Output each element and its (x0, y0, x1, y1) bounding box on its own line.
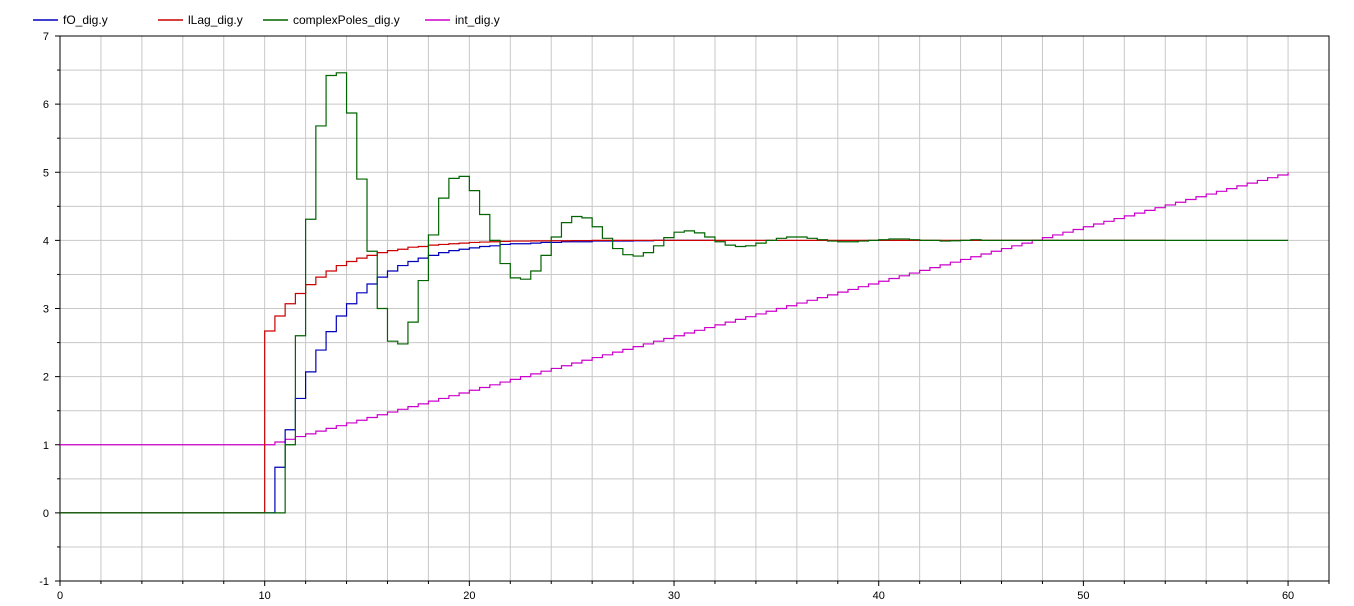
x-tick-label: 0 (57, 590, 63, 602)
axes: 0 10 20 30 40 50 60 -1 0 1 2 3 4 5 6 7 (39, 31, 1330, 602)
series-line-llag-dig-y (60, 239, 1166, 514)
series-line-complexpoles-dig-y (60, 72, 1289, 514)
y-tick-label: 3 (43, 304, 49, 316)
y-tick-label: 6 (43, 99, 49, 111)
x-tick-label: 30 (668, 590, 680, 602)
series-layer (60, 72, 1289, 514)
y-tick-label: 1 (43, 440, 49, 452)
x-tick-label: 10 (259, 590, 271, 602)
legend-label: complexPoles_dig.y (293, 13, 400, 27)
legend-label: fO_dig.y (63, 13, 108, 27)
y-tick-label: 7 (43, 31, 49, 43)
y-tick-label: 0 (43, 508, 49, 520)
legend-label: lLag_dig.y (188, 13, 243, 27)
y-tick-label: 5 (43, 167, 49, 179)
x-tick-label: 60 (1282, 590, 1294, 602)
y-tick-label: 2 (43, 372, 49, 384)
legend: fO_dig.y lLag_dig.y complexPoles_dig.y int_… (33, 13, 500, 27)
x-tick-label: 40 (873, 590, 885, 602)
grid (59, 35, 1330, 582)
x-tick-label: 50 (1077, 590, 1089, 602)
y-tick-label: -1 (39, 576, 49, 588)
series-line-fo-dig-y (60, 239, 715, 514)
x-tick-label: 20 (463, 590, 475, 602)
y-tick-label: 4 (43, 235, 49, 247)
series-line-int-dig-y (60, 172, 1289, 446)
legend-label: int_dig.y (455, 13, 500, 27)
